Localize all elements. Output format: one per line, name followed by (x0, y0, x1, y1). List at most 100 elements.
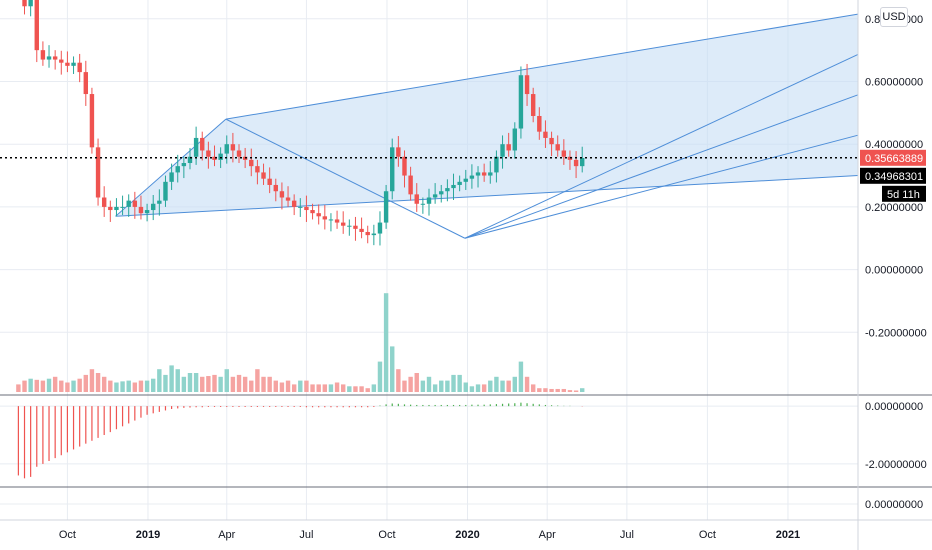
volume-bar (426, 376, 432, 392)
candle-body (169, 172, 174, 182)
volume-bar (340, 384, 346, 392)
volume-bar (365, 388, 370, 392)
pitchfork-channel[interactable] (115, 13, 859, 239)
overlay-labels: 0.35663889 0.34968301 5d 11h (0, 149, 926, 202)
volume-bar (187, 373, 193, 392)
time-tick-label: Jul (620, 529, 634, 541)
candle-body (506, 144, 511, 151)
price-axis[interactable]: 0.800000000.600000000.400000000.20000000… (865, 14, 927, 511)
volume-bar (383, 293, 389, 392)
volume-bar (206, 376, 211, 392)
time-tick-label: 2020 (455, 529, 479, 541)
time-tick-label: Oct (699, 529, 716, 541)
channel-base-line (225, 118, 466, 239)
volume-bar (512, 376, 518, 392)
oscillator-bars (17, 402, 583, 479)
candle-body (402, 156, 407, 176)
candle-body (432, 194, 438, 198)
candle-body (163, 181, 168, 201)
volume-bar (285, 380, 291, 392)
time-axis[interactable]: Oct 2019 Apr Jul Oct 2020 Apr Jul Oct 2021 (59, 529, 800, 541)
candle-body (445, 188, 450, 192)
volume-bar (555, 388, 560, 392)
channel-inner-line (464, 94, 859, 239)
candle-body (120, 206, 125, 208)
candle-body (144, 210, 150, 214)
other-price-tag-bg (860, 167, 926, 184)
candle-body (273, 184, 278, 192)
candle-body (291, 200, 297, 207)
volume-bar (506, 380, 511, 392)
candle-body (390, 147, 395, 192)
candle-body (420, 203, 426, 205)
volume-bar (500, 380, 505, 392)
candle-body (353, 225, 358, 229)
volume-bar (83, 374, 89, 392)
price-tick-label: 0.20000000 (865, 202, 923, 214)
volume-bar (291, 384, 297, 392)
volume-bar (59, 380, 64, 392)
candle-body (469, 175, 475, 179)
volume-bar (310, 384, 315, 392)
candle-body (524, 75, 530, 95)
candle-body (481, 172, 487, 176)
volume-bar (261, 376, 266, 392)
candle-body (52, 56, 58, 60)
volume-bar (469, 386, 475, 392)
price-tick-label: 0.40000000 (865, 139, 923, 151)
volume-bar (163, 374, 168, 392)
volume-bar (396, 369, 401, 392)
candle-body (537, 115, 542, 132)
price-tick-label: -0.20000000 (865, 327, 927, 339)
channel-lower-line (115, 175, 859, 217)
candle-body (114, 206, 119, 211)
volume-bar (481, 384, 487, 392)
volume-bar (28, 378, 33, 392)
candle-body (40, 50, 46, 60)
other-price-tag: 0.34968301 (865, 171, 923, 183)
volume-bar (377, 361, 383, 392)
candle-body (304, 206, 309, 211)
volume-bar (230, 376, 236, 392)
volume-bar (334, 382, 340, 392)
volume-bar (242, 376, 248, 392)
volume-bar (353, 386, 358, 392)
volume-bar (561, 388, 567, 392)
candle-body (89, 94, 95, 148)
candle-body (512, 128, 518, 151)
currency-button[interactable]: USD (880, 7, 908, 27)
volume-bar (543, 388, 548, 392)
volume-bar (420, 380, 426, 392)
candle-body (138, 206, 144, 214)
volume-bar (408, 376, 413, 392)
candle-body (494, 156, 499, 173)
candle-body (77, 62, 82, 73)
candle-body (157, 200, 162, 204)
volume-bar (457, 374, 462, 392)
candle-body (316, 213, 321, 217)
volume-bar (101, 376, 107, 392)
candle-body (193, 137, 199, 157)
volume-bar (114, 382, 119, 392)
time-tick-label: Apr (218, 529, 235, 541)
candle-body (567, 156, 573, 160)
candle-body (328, 219, 334, 221)
volume-bar (126, 380, 131, 392)
volume-bar (316, 384, 321, 392)
candle-body (132, 200, 138, 207)
candle-body (451, 184, 456, 189)
candle-body (530, 94, 536, 116)
volume-bar (402, 380, 407, 392)
volume-bar (40, 380, 46, 392)
candle-body (347, 225, 352, 227)
volume-bar (65, 382, 70, 392)
volume-bar (34, 379, 39, 392)
candle-body (126, 200, 131, 207)
candle-body (383, 191, 389, 223)
candle-body (59, 59, 64, 63)
candle-body (71, 62, 76, 66)
volume-bar (138, 380, 144, 392)
volume-bar (212, 374, 217, 392)
